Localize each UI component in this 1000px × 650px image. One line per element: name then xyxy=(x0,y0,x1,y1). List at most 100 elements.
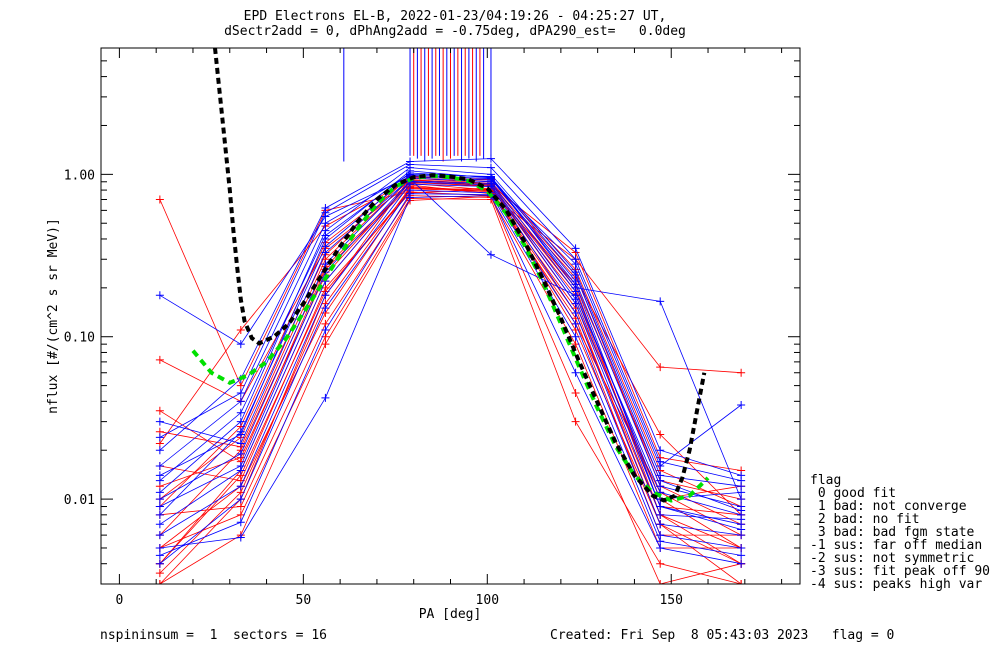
flag-legend-item: 1 bad: not converge xyxy=(810,499,967,514)
data-point xyxy=(155,417,164,426)
series-line xyxy=(159,184,742,536)
flag-legend-title: flag xyxy=(810,473,842,488)
data-point xyxy=(656,502,665,511)
data-point xyxy=(656,446,665,455)
data-point xyxy=(737,506,746,515)
data-point xyxy=(236,510,245,519)
flag-legend-item: 3 bad: bad fgm state xyxy=(810,525,975,540)
footer-spin-info: nspininsum = 1 sectors = 16 xyxy=(100,628,327,643)
data-point xyxy=(321,393,330,402)
series-red xyxy=(155,173,746,511)
data-point xyxy=(236,417,245,426)
series-red xyxy=(155,183,746,578)
data-point xyxy=(236,427,245,436)
data-point xyxy=(155,580,164,584)
data-point xyxy=(155,291,164,300)
data-point xyxy=(571,308,580,317)
data-point xyxy=(155,510,164,519)
data-point xyxy=(737,495,746,504)
data-point xyxy=(155,476,164,485)
data-point xyxy=(737,551,746,560)
data-point xyxy=(571,319,580,328)
data-point xyxy=(571,244,580,253)
data-point xyxy=(571,299,580,308)
series-line xyxy=(159,191,742,387)
data-point xyxy=(737,559,746,568)
series-line xyxy=(159,196,742,584)
series-red xyxy=(155,194,746,584)
data-point xyxy=(155,355,164,364)
data-point xyxy=(406,189,415,198)
data-point xyxy=(571,270,580,279)
data-point xyxy=(571,332,580,341)
y-tick-label: 1.00 xyxy=(64,168,95,183)
series-line xyxy=(159,189,742,565)
data-point xyxy=(155,461,164,470)
footer-created-info: Created: Fri Sep 8 05:43:03 2023 flag = … xyxy=(550,628,895,643)
data-point xyxy=(486,250,495,259)
data-point xyxy=(321,231,330,240)
y-axis-label: nflux [#/(cm^2 s sr MeV)] xyxy=(46,218,61,414)
flag-legend-item: -3 sus: fit peak off 90 xyxy=(810,564,991,579)
data-point xyxy=(155,531,164,540)
flag-legend-item: 0 good fit xyxy=(810,486,897,501)
data-series xyxy=(155,154,746,584)
series-red xyxy=(155,192,746,584)
plot-area xyxy=(155,48,746,584)
x-tick-label: 50 xyxy=(296,593,312,608)
data-point xyxy=(236,397,245,406)
series-blue xyxy=(155,191,746,568)
data-point xyxy=(236,340,245,349)
flag-legend-item: -2 sus: not symmetric xyxy=(810,551,975,566)
data-point xyxy=(656,430,665,439)
data-point xyxy=(321,304,330,313)
data-point xyxy=(737,515,746,524)
flag-legend-item: -4 sus: peaks high var xyxy=(810,577,983,592)
y-tick-label: 0.10 xyxy=(64,331,95,346)
data-point xyxy=(236,482,245,491)
series-line xyxy=(159,178,742,516)
data-point xyxy=(236,381,245,390)
series-line xyxy=(159,170,742,507)
data-point xyxy=(155,406,164,415)
chart-title: EPD Electrons EL-B, 2022-01-23/04:19:26 … xyxy=(243,9,667,24)
data-point xyxy=(321,326,330,335)
y-tick-label: 0.01 xyxy=(64,493,95,508)
median-fit-curve xyxy=(191,173,710,503)
data-point xyxy=(155,488,164,497)
data-point xyxy=(155,569,164,578)
series-line xyxy=(159,179,742,471)
data-point xyxy=(486,154,495,163)
data-point xyxy=(737,525,746,534)
series-line xyxy=(159,177,742,500)
series-blue xyxy=(155,174,746,519)
data-point xyxy=(656,476,665,485)
data-point xyxy=(656,543,665,552)
data-point xyxy=(321,242,330,251)
data-point xyxy=(155,551,164,560)
data-point xyxy=(656,537,665,546)
series-red xyxy=(155,187,746,390)
data-point xyxy=(236,389,245,398)
series-line xyxy=(159,164,742,481)
series-line xyxy=(159,167,742,493)
fit-curves xyxy=(191,48,710,503)
data-point xyxy=(656,457,665,466)
data-point xyxy=(155,446,164,455)
data-point xyxy=(155,520,164,529)
data-point xyxy=(656,580,665,584)
series-line xyxy=(159,174,742,530)
axes: 0 50 100 150 0.01 0.10 1.00 xyxy=(64,47,800,608)
series-line xyxy=(159,186,742,584)
data-point xyxy=(155,502,164,511)
x-tick-label: 0 xyxy=(115,593,123,608)
chart-subtitle: dSectr2add = 0, dPhAng2add = -0.75deg, d… xyxy=(224,24,686,39)
data-point xyxy=(155,495,164,504)
flag-legend-item: -1 sus: far off median xyxy=(810,538,983,553)
series-line xyxy=(159,198,742,584)
series-line xyxy=(159,177,742,584)
data-point xyxy=(571,368,580,377)
series-line xyxy=(159,180,742,525)
data-point xyxy=(321,208,330,217)
